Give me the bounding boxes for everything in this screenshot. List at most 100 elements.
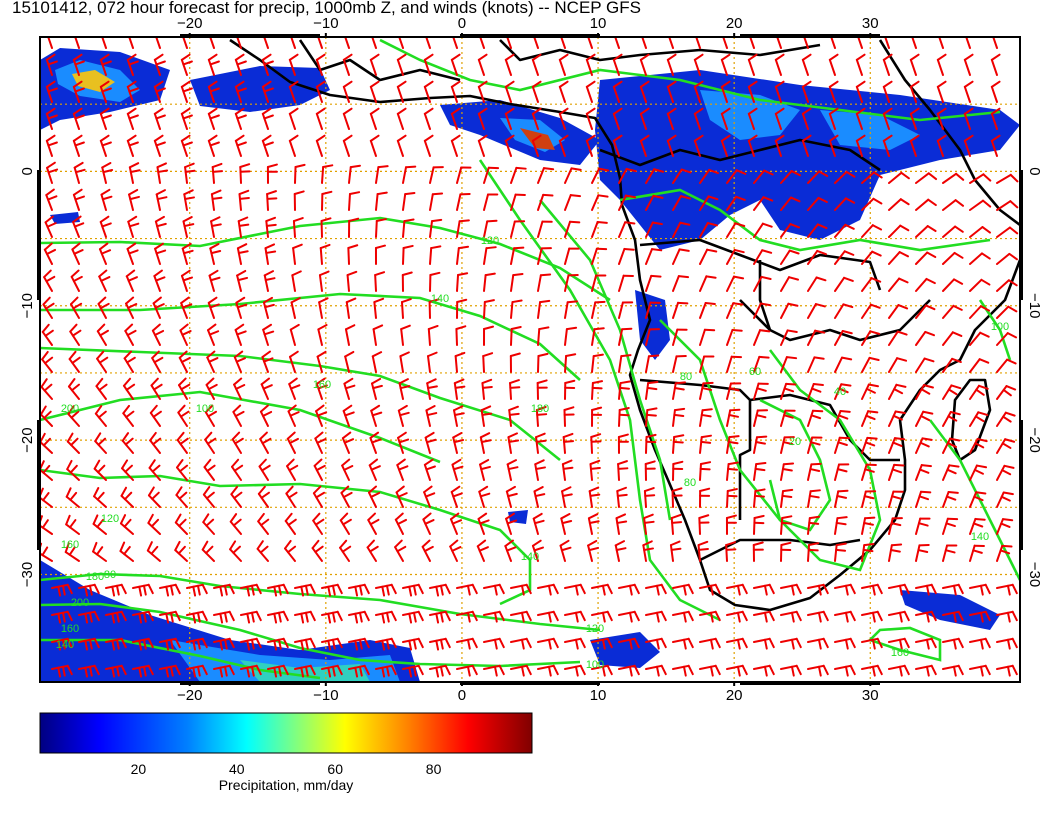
wind-barb (834, 583, 856, 596)
wind-barb (423, 53, 434, 76)
wind-barb (73, 161, 86, 184)
wind-barb (915, 410, 934, 427)
wind-barb (93, 487, 107, 508)
wind-barb (535, 406, 548, 427)
wind-barb (888, 517, 903, 535)
wind-barb (666, 80, 677, 103)
wind-barb (423, 485, 436, 508)
wind-barb (699, 637, 721, 650)
wind-barb (45, 80, 58, 103)
bottom-lon-label: 30 (862, 687, 879, 704)
wind-barb (774, 107, 785, 130)
wind-barb (395, 485, 408, 508)
wind-barb (699, 328, 716, 346)
wind-barb (99, 53, 112, 76)
wind-barb (234, 107, 247, 130)
wind-barb (533, 37, 539, 49)
contour-label: 160 (61, 539, 79, 551)
wind-barb (43, 242, 57, 265)
left-lat-label: −10 (19, 293, 36, 318)
wind-barb (780, 541, 792, 562)
country-border (499, 39, 821, 62)
wind-barb (888, 664, 910, 677)
wind-barb (888, 637, 910, 650)
wind-barb (206, 350, 219, 373)
wind-barb (537, 299, 551, 319)
wind-barb (697, 540, 709, 562)
wind-barb (72, 80, 85, 103)
wind-barb (209, 37, 215, 49)
wind-barb (45, 107, 58, 130)
wind-barb (726, 488, 738, 508)
wind-barb (807, 196, 828, 211)
wind-barb (780, 170, 801, 184)
wind-barb (618, 221, 636, 238)
wind-barb (120, 486, 134, 508)
wind-barb (509, 352, 521, 373)
wind-barb (672, 355, 687, 373)
wind-barb (801, 80, 812, 103)
wind-barb (614, 540, 627, 562)
wind-barb (747, 53, 758, 76)
wind-barb (531, 134, 542, 157)
wind-barb (213, 610, 235, 624)
wind-barb (560, 513, 573, 535)
wind-barb (861, 250, 882, 265)
wind-barb (774, 53, 785, 76)
wind-barb (618, 407, 630, 427)
wind-barb (753, 435, 768, 454)
wind-barb (936, 107, 947, 130)
wind-barb (585, 107, 596, 130)
wind-barb (264, 243, 277, 265)
wind-barb (587, 513, 600, 535)
wind-barb (909, 53, 920, 76)
wind-barb (74, 37, 80, 49)
wind-barb (315, 134, 326, 157)
wind-barb (375, 583, 397, 597)
wind-barb (996, 173, 1019, 184)
wind-barb (531, 107, 542, 130)
wind-barb (78, 583, 100, 597)
wind-barb (260, 377, 273, 400)
wind-barb (371, 351, 383, 373)
wind-barb (510, 610, 532, 623)
top-tick (324, 33, 327, 37)
top-lon-label: 0 (458, 15, 466, 32)
wind-barb (561, 486, 573, 508)
wind-barb (726, 583, 748, 596)
wind-barb (537, 637, 559, 650)
wind-barb (207, 107, 220, 130)
wind-barb (561, 459, 574, 481)
wind-barb (51, 610, 73, 624)
wind-barb (589, 459, 601, 481)
contour-label: 140 (56, 639, 74, 651)
contour-label: 200 (71, 597, 89, 609)
wind-barb (618, 380, 631, 400)
wind-barb (834, 436, 851, 454)
wind-barb (888, 543, 903, 562)
wind-barb (230, 485, 243, 508)
wind-barb (175, 486, 188, 508)
wind-barb (774, 80, 785, 103)
wind-barb (942, 517, 959, 535)
left-lat-label: −30 (19, 562, 36, 587)
wind-barb (942, 172, 965, 184)
wind-barb (229, 540, 242, 562)
wind-barb (155, 37, 161, 49)
wind-barb (124, 323, 137, 346)
wind-barb (263, 37, 269, 49)
top-tick (733, 33, 736, 37)
wind-barb (202, 513, 215, 535)
wind-barb (149, 431, 162, 454)
wind-barb (942, 304, 963, 319)
wind-barb (969, 226, 991, 238)
wind-barb (618, 194, 637, 211)
wind-barb (639, 53, 650, 76)
wind-barb (591, 327, 605, 346)
wind-barb (942, 610, 964, 623)
bottom-lon-label: 0 (458, 687, 466, 704)
bottom-lon-label: 20 (726, 687, 743, 704)
wind-barb (67, 405, 80, 427)
wind-barb (666, 107, 677, 130)
wind-barb (346, 270, 358, 292)
